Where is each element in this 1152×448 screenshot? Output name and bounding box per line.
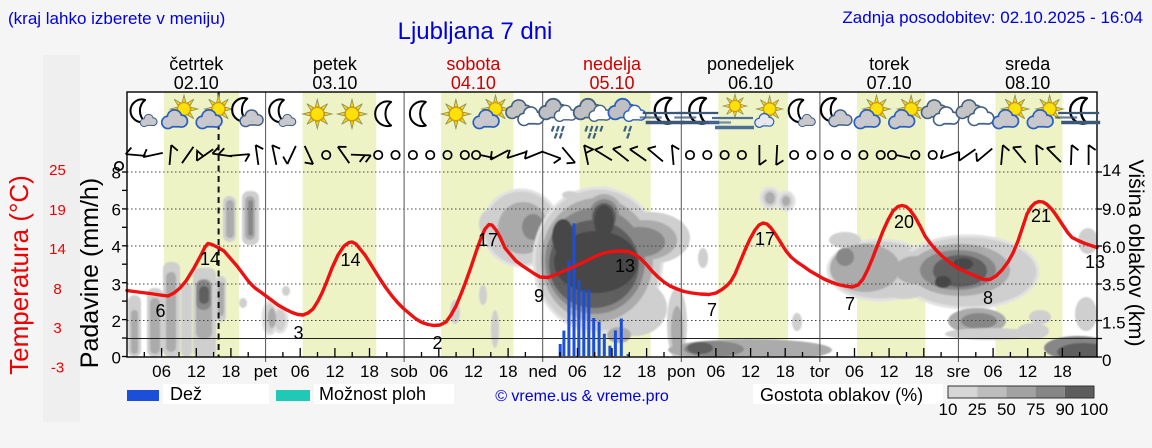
svg-text:6: 6 <box>155 301 165 321</box>
svg-text:sre: sre <box>947 362 971 381</box>
svg-text:sobota: sobota <box>446 54 501 74</box>
svg-text:18: 18 <box>499 362 518 381</box>
svg-text:06: 06 <box>291 362 310 381</box>
svg-text:sob: sob <box>390 362 417 381</box>
svg-text:nedelja: nedelja <box>583 54 642 74</box>
svg-text:3: 3 <box>53 320 61 337</box>
svg-text:0: 0 <box>1102 351 1111 370</box>
svg-text:6.0: 6.0 <box>1102 238 1126 257</box>
svg-text:3: 3 <box>112 276 121 295</box>
svg-text:06: 06 <box>706 362 725 381</box>
svg-text:18: 18 <box>776 362 795 381</box>
svg-text:14: 14 <box>49 241 66 258</box>
svg-text:9: 9 <box>534 286 544 306</box>
svg-text:12: 12 <box>464 362 483 381</box>
svg-text:ponedeljek: ponedeljek <box>707 54 795 74</box>
svg-text:12: 12 <box>603 362 622 381</box>
svg-text:8: 8 <box>983 288 993 308</box>
svg-text:7: 7 <box>707 300 717 320</box>
svg-text:Gostota oblakov (%): Gostota oblakov (%) <box>760 385 923 405</box>
svg-text:21: 21 <box>1031 206 1051 226</box>
svg-text:03.10: 03.10 <box>312 73 357 93</box>
svg-text:90: 90 <box>1055 400 1074 419</box>
svg-text:50: 50 <box>997 400 1016 419</box>
svg-text:25: 25 <box>49 162 66 179</box>
svg-text:06: 06 <box>568 362 587 381</box>
svg-text:10: 10 <box>939 400 958 419</box>
svg-text:petek: petek <box>313 54 358 74</box>
svg-text:3.5: 3.5 <box>1102 276 1126 295</box>
svg-text:100: 100 <box>1080 400 1108 419</box>
svg-text:tor: tor <box>810 362 830 381</box>
svg-text:06: 06 <box>984 362 1003 381</box>
svg-text:7: 7 <box>845 294 855 314</box>
svg-text:2: 2 <box>432 333 442 353</box>
svg-text:© vreme.us & vreme.pro: © vreme.us & vreme.pro <box>495 388 669 405</box>
svg-text:torek: torek <box>869 54 910 74</box>
svg-text:1.5: 1.5 <box>1102 314 1126 333</box>
svg-text:18: 18 <box>1053 362 1072 381</box>
svg-text:12: 12 <box>187 362 206 381</box>
svg-text:14: 14 <box>340 250 360 270</box>
svg-text:Višina oblakov (km): Višina oblakov (km) <box>1124 159 1148 346</box>
svg-text:04.10: 04.10 <box>451 73 496 93</box>
svg-text:Zadnja posodobitev: 02.10.2025: Zadnja posodobitev: 02.10.2025 - 16:04 <box>842 8 1143 27</box>
svg-text:14: 14 <box>200 249 220 269</box>
svg-text:12: 12 <box>1018 362 1037 381</box>
svg-text:19: 19 <box>49 202 66 219</box>
svg-text:Možnost ploh: Možnost ploh <box>319 384 426 404</box>
svg-text:9.0: 9.0 <box>1102 200 1126 219</box>
svg-text:07.10: 07.10 <box>867 73 912 93</box>
svg-text:06: 06 <box>429 362 448 381</box>
svg-text:8: 8 <box>112 164 121 183</box>
svg-text:6: 6 <box>112 201 121 220</box>
svg-text:18: 18 <box>914 362 933 381</box>
svg-text:17: 17 <box>478 230 498 250</box>
svg-text:pon: pon <box>667 362 695 381</box>
svg-text:sreda: sreda <box>1005 54 1051 74</box>
svg-text:-3: -3 <box>51 360 64 377</box>
svg-text:13: 13 <box>615 256 635 276</box>
svg-text:pet: pet <box>254 362 278 381</box>
svg-text:20: 20 <box>894 212 914 232</box>
svg-text:Dež: Dež <box>170 384 202 404</box>
svg-text:12: 12 <box>880 362 899 381</box>
svg-text:4: 4 <box>112 238 121 257</box>
svg-text:02.10: 02.10 <box>174 73 219 93</box>
svg-text:0: 0 <box>112 349 121 368</box>
svg-text:05.10: 05.10 <box>589 73 634 93</box>
svg-text:(kraj lahko izberete v meniju): (kraj lahko izberete v meniju) <box>8 9 225 28</box>
svg-text:Padavine (mm/h): Padavine (mm/h) <box>76 178 104 368</box>
svg-text:18: 18 <box>221 362 240 381</box>
svg-text:13: 13 <box>1085 252 1105 272</box>
svg-text:18: 18 <box>360 362 379 381</box>
svg-text:3: 3 <box>293 323 303 343</box>
svg-text:12: 12 <box>325 362 344 381</box>
svg-text:06: 06 <box>152 362 171 381</box>
svg-text:06: 06 <box>845 362 864 381</box>
svg-text:17: 17 <box>755 229 775 249</box>
svg-text:25: 25 <box>968 400 987 419</box>
svg-text:8: 8 <box>53 281 61 298</box>
svg-text:Ljubljana 7 dni: Ljubljana 7 dni <box>398 18 553 45</box>
svg-text:14: 14 <box>1102 161 1121 180</box>
svg-text:12: 12 <box>741 362 760 381</box>
svg-text:ned: ned <box>529 362 557 381</box>
svg-text:18: 18 <box>637 362 656 381</box>
svg-text:četrtek: četrtek <box>169 54 224 74</box>
svg-text:2: 2 <box>112 312 121 331</box>
svg-text:08.10: 08.10 <box>1005 73 1050 93</box>
svg-text:06.10: 06.10 <box>728 73 773 93</box>
svg-text:Temperatura (°C): Temperatura (°C) <box>4 175 34 375</box>
svg-text:75: 75 <box>1026 400 1045 419</box>
